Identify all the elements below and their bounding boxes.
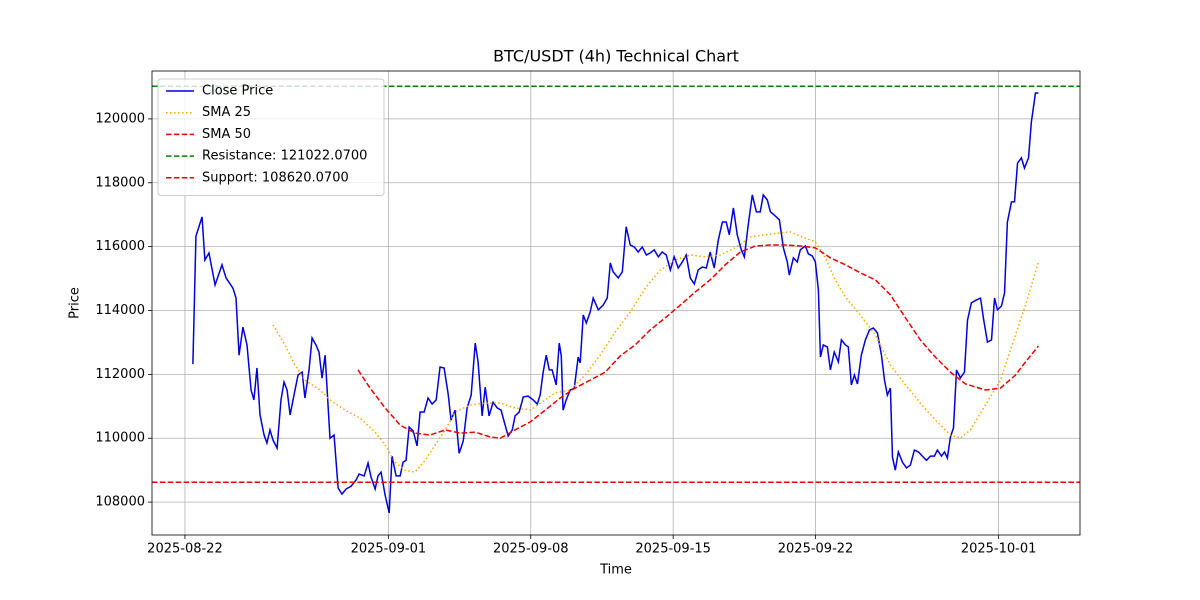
x-tick-label: 2025-09-01 [351, 542, 427, 557]
y-axis-label: Price [68, 287, 83, 319]
y-tick-label: 110000 [95, 431, 145, 446]
chart-title: BTC/USDT (4h) Technical Chart [493, 47, 739, 66]
legend-label: Support: 108620.0700 [202, 170, 349, 185]
series-line [272, 231, 1040, 473]
series-line [192, 92, 1039, 514]
x-tick-label: 2025-08-22 [147, 542, 223, 557]
x-axis-label: Time [599, 563, 632, 578]
legend-label: SMA 50 [202, 127, 251, 142]
legend-label: SMA 25 [202, 105, 251, 120]
legend-label: Close Price [202, 84, 273, 99]
x-tick-label: 2025-09-22 [778, 542, 854, 557]
y-tick-label: 116000 [95, 239, 145, 254]
y-tick-label: 112000 [95, 367, 145, 382]
x-tick-label: 2025-10-01 [961, 542, 1037, 557]
x-tick-label: 2025-09-08 [493, 542, 569, 557]
y-tick-label: 108000 [95, 495, 145, 510]
y-tick-label: 114000 [95, 303, 145, 318]
series-line [357, 244, 1040, 440]
legend-box [157, 78, 385, 196]
x-tick-label: 2025-09-15 [635, 542, 711, 557]
y-tick-label: 120000 [95, 111, 145, 126]
plot-frame [151, 70, 1081, 536]
legend-label: Resistance: 121022.0700 [202, 149, 367, 164]
y-tick-label: 118000 [95, 175, 145, 190]
